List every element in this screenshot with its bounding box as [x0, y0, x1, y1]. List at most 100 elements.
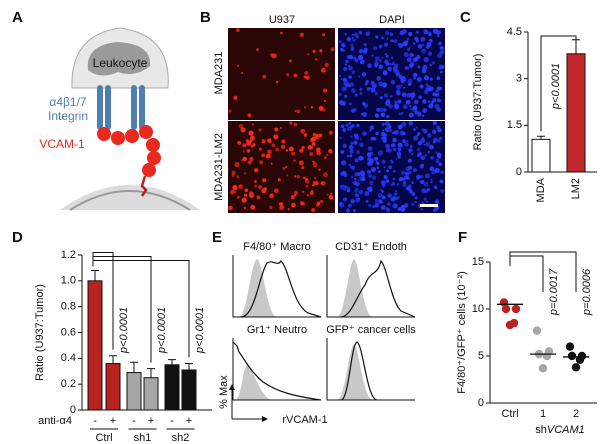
cell-dot: [405, 176, 410, 180]
cell-dot: [411, 181, 414, 184]
cell-dot: [412, 192, 416, 196]
cell-dot: [414, 201, 417, 204]
flow-histograms: F4/80⁺ Macro CD31⁺ Endoth Gr1⁺ Neutro GFP⁺ …: [232, 241, 416, 401]
bar: [105, 363, 121, 411]
cell-dot: [419, 164, 425, 169]
cell-dot: [438, 163, 441, 166]
cell-dot: [432, 209, 435, 212]
cell-dot: [326, 193, 329, 196]
cell-dot: [249, 135, 256, 141]
cell-dot: [436, 76, 441, 81]
cell-dot: [342, 143, 347, 149]
cell-dot: [381, 122, 385, 126]
cell-dot: [384, 127, 390, 133]
cell-dot: [399, 130, 405, 136]
cell-dot: [417, 112, 422, 117]
cell-dot: [380, 188, 383, 192]
cell-dot: [434, 199, 440, 205]
cell-dot: [414, 110, 419, 115]
cell-dot: [270, 53, 274, 57]
panel-label: E: [212, 229, 222, 246]
bracket: [92, 260, 190, 358]
cell-dot: [228, 109, 232, 113]
cell-dot: [314, 57, 318, 61]
cell-dot: [286, 73, 290, 77]
cell-dot: [265, 153, 271, 159]
cell-dot: [407, 48, 411, 51]
cell-dot: [430, 181, 433, 184]
cell-dot: [367, 63, 372, 68]
cell-dot: [396, 151, 402, 157]
cell-dot: [385, 100, 391, 106]
cell-dot: [395, 158, 398, 161]
cell-dot: [382, 82, 387, 88]
cell-dot: [397, 124, 403, 130]
cell-dot: [406, 57, 412, 63]
cell-dot: [360, 177, 365, 182]
column-header: DAPI: [379, 14, 405, 26]
cell-dot: [369, 180, 374, 186]
cell-dot: [346, 186, 351, 191]
cell-dot: [359, 142, 364, 148]
cell-dot: [367, 146, 373, 152]
cell-dot: [435, 89, 438, 93]
cell-dot: [375, 35, 379, 39]
row-label: MDA231: [213, 52, 225, 95]
cell-dot: [342, 77, 348, 83]
p-value: p<0.0001: [550, 63, 562, 110]
cell-dot: [394, 192, 398, 196]
cell-dot: [342, 197, 348, 202]
x-tick-label: +: [110, 415, 116, 427]
cell-dot: [279, 126, 283, 129]
dot: [571, 363, 581, 372]
bracket: [540, 35, 577, 132]
cell-dot: [320, 199, 324, 203]
cell-dot: [323, 172, 328, 178]
cell-dot: [341, 101, 347, 106]
error-bar: [185, 363, 193, 370]
cell-dot: [438, 136, 443, 140]
cell-dot: [279, 205, 285, 211]
cell-dot: [359, 59, 365, 65]
cell-dot: [285, 149, 289, 152]
cell-dot: [423, 57, 429, 63]
dot: [567, 351, 577, 361]
cell-dot: [378, 81, 384, 87]
cell-dot: [383, 133, 388, 137]
cell-dot: [247, 160, 252, 165]
group-label: sh2: [172, 432, 190, 444]
integrin-label: Integrin: [48, 109, 88, 123]
cell-dot: [401, 170, 406, 175]
cell-label: Leukocyte: [93, 56, 148, 70]
cell-dot: [436, 107, 442, 112]
isotype-histogram: [337, 259, 373, 317]
vcam-histogram: [340, 341, 378, 401]
cell-dot: [371, 167, 377, 173]
error-bar: [109, 355, 117, 364]
cell-dot: [376, 76, 381, 81]
cell-dot: [330, 196, 333, 199]
cell-dot: [289, 121, 293, 125]
cell-dot: [386, 169, 389, 173]
cell-dot: [244, 188, 249, 193]
cell-dot: [360, 113, 363, 116]
cell-dot: [348, 102, 352, 106]
cell-dot: [399, 177, 404, 181]
cell-dot: [261, 153, 266, 158]
cell-dot: [351, 88, 356, 93]
cell-dot: [304, 70, 309, 76]
cell-dot: [250, 144, 254, 148]
bar: [531, 138, 551, 173]
cell-dot: [323, 99, 327, 103]
cell-dot: [357, 197, 360, 200]
cell-dot: [421, 114, 425, 117]
cell-dot: [338, 39, 342, 44]
cell-dot: [250, 205, 256, 210]
cell-dot: [346, 54, 351, 59]
cell-dot: [427, 51, 433, 56]
cell-dot: [411, 202, 415, 206]
cell-dot: [414, 36, 419, 41]
cell-dot: [439, 179, 444, 184]
cell-dot: [288, 59, 292, 63]
cell-dot: [386, 114, 390, 119]
